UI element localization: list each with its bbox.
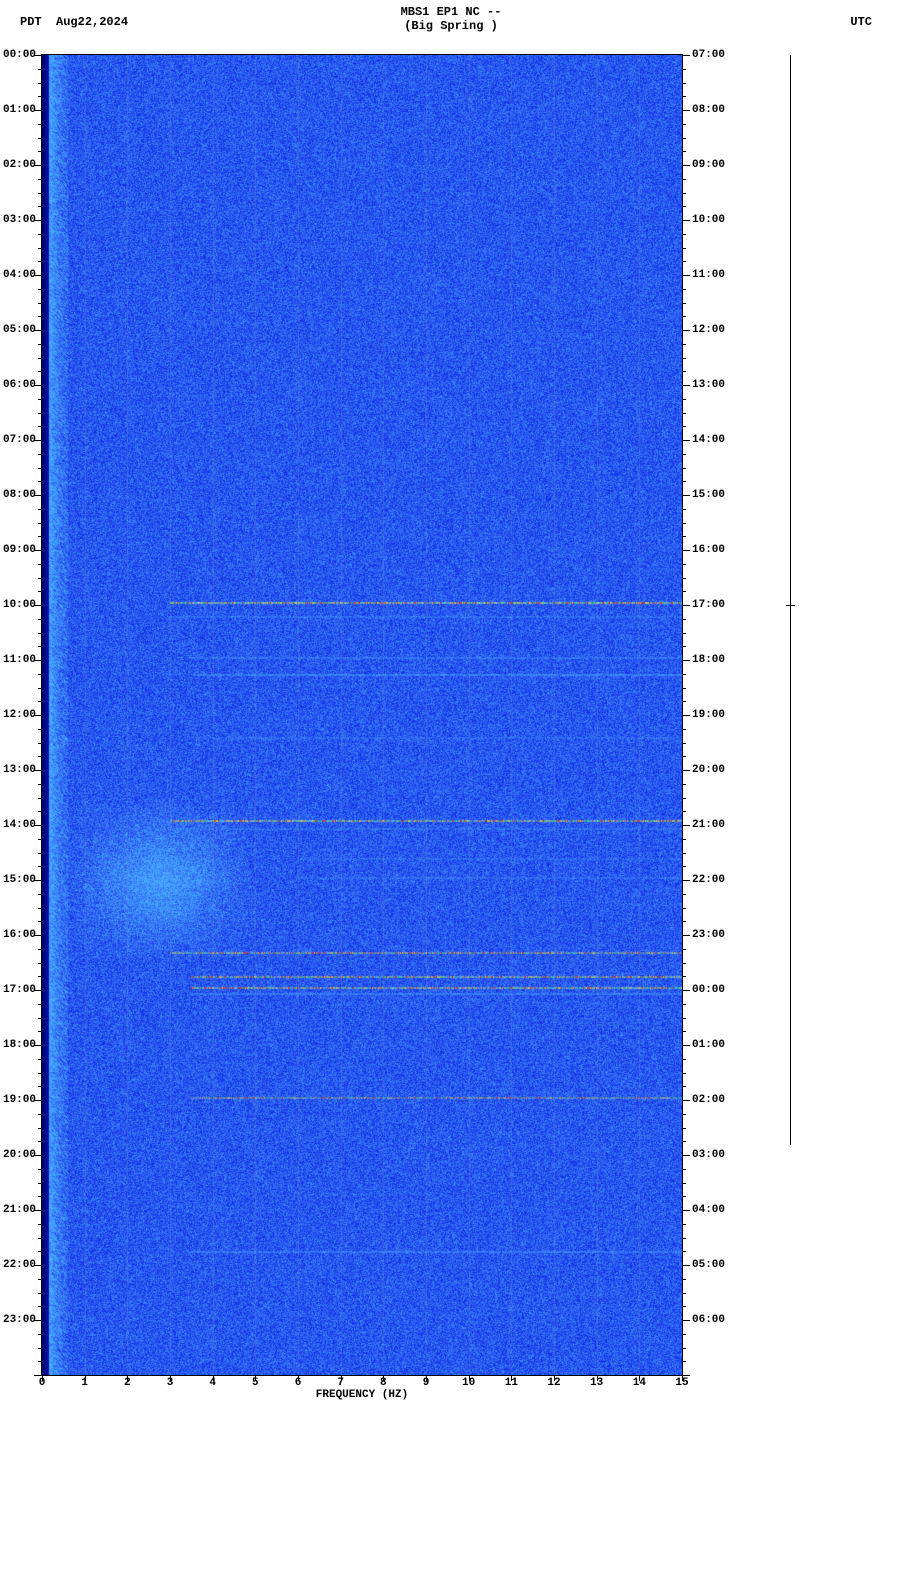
x-tick-label: 11 (505, 1377, 518, 1389)
y-tick (34, 1375, 42, 1376)
y-left-tick-label: 15:00 (3, 874, 36, 886)
y-right-tick-label: 20:00 (692, 764, 725, 776)
x-tick-label: 9 (423, 1377, 430, 1389)
y-left-tick-label: 16:00 (3, 929, 36, 941)
y-tick (682, 1375, 690, 1376)
y-left-tick-label: 21:00 (3, 1204, 36, 1216)
side-indicator-bar (790, 55, 791, 1145)
y-right-tick-label: 16:00 (692, 544, 725, 556)
y-left-tick-label: 08:00 (3, 489, 36, 501)
x-axis-title: FREQUENCY (HZ) (42, 1389, 682, 1401)
y-left-tick-label: 23:00 (3, 1314, 36, 1326)
y-right-tick-label: 00:00 (692, 984, 725, 996)
y-left-tick-label: 03:00 (3, 214, 36, 226)
x-tick-label: 8 (380, 1377, 387, 1389)
y-right-tick-label: 07:00 (692, 49, 725, 61)
y-left-tick-label: 07:00 (3, 434, 36, 446)
x-tick-label: 2 (124, 1377, 131, 1389)
y-axis-right: 07:0008:0009:0010:0011:0012:0013:0014:00… (682, 55, 742, 1375)
y-right-tick-label: 10:00 (692, 214, 725, 226)
y-right-tick-label: 13:00 (692, 379, 725, 391)
y-right-tick-label: 22:00 (692, 874, 725, 886)
y-left-tick-label: 02:00 (3, 159, 36, 171)
x-axis: FREQUENCY (HZ) 0123456789101112131415 (42, 1375, 682, 1405)
y-right-tick-label: 09:00 (692, 159, 725, 171)
y-left-tick-label: 11:00 (3, 654, 36, 666)
y-right-tick-label: 18:00 (692, 654, 725, 666)
y-left-tick-label: 20:00 (3, 1149, 36, 1161)
y-left-tick-label: 04:00 (3, 269, 36, 281)
y-left-tick-label: 17:00 (3, 984, 36, 996)
x-tick-label: 12 (547, 1377, 560, 1389)
x-tick-label: 4 (209, 1377, 216, 1389)
header-right: UTC (850, 15, 872, 29)
y-right-tick-label: 05:00 (692, 1259, 725, 1271)
x-tick-label: 15 (675, 1377, 688, 1389)
header: PDT Aug22,2024 MBS1 EP1 NC -- (Big Sprin… (0, 5, 902, 35)
y-right-tick-label: 01:00 (692, 1039, 725, 1051)
y-left-tick-label: 09:00 (3, 544, 36, 556)
y-right-tick-label: 04:00 (692, 1204, 725, 1216)
x-tick-label: 7 (337, 1377, 344, 1389)
x-tick-label: 13 (590, 1377, 603, 1389)
y-axis-left: 00:0001:0002:0003:0004:0005:0006:0007:00… (0, 55, 42, 1375)
y-left-tick-label: 18:00 (3, 1039, 36, 1051)
x-tick-label: 1 (81, 1377, 88, 1389)
x-tick-label: 10 (462, 1377, 475, 1389)
spectrogram-canvas (42, 55, 682, 1375)
tz-right-label: UTC (850, 15, 872, 29)
y-right-tick-label: 17:00 (692, 599, 725, 611)
y-right-tick-label: 12:00 (692, 324, 725, 336)
y-left-tick-label: 00:00 (3, 49, 36, 61)
header-center: MBS1 EP1 NC -- (Big Spring ) (0, 5, 902, 33)
y-left-tick-label: 19:00 (3, 1094, 36, 1106)
title-line1: MBS1 EP1 NC -- (0, 5, 902, 19)
y-right-tick-label: 03:00 (692, 1149, 725, 1161)
y-left-tick-label: 10:00 (3, 599, 36, 611)
y-right-tick-label: 06:00 (692, 1314, 725, 1326)
y-left-tick-label: 13:00 (3, 764, 36, 776)
spectrogram-plot (42, 55, 682, 1375)
x-tick-label: 3 (167, 1377, 174, 1389)
y-left-tick-label: 06:00 (3, 379, 36, 391)
x-tick-label: 5 (252, 1377, 259, 1389)
y-right-tick-label: 14:00 (692, 434, 725, 446)
y-left-tick-label: 12:00 (3, 709, 36, 721)
x-tick-label: 14 (633, 1377, 646, 1389)
y-left-tick-label: 14:00 (3, 819, 36, 831)
x-tick-label: 0 (39, 1377, 46, 1389)
x-tick-label: 6 (295, 1377, 302, 1389)
y-right-tick-label: 08:00 (692, 104, 725, 116)
y-left-tick-label: 05:00 (3, 324, 36, 336)
y-right-tick-label: 19:00 (692, 709, 725, 721)
y-right-tick-label: 02:00 (692, 1094, 725, 1106)
side-indicator-tick (786, 605, 795, 606)
y-right-tick-label: 23:00 (692, 929, 725, 941)
y-right-tick-label: 11:00 (692, 269, 725, 281)
y-right-tick-label: 15:00 (692, 489, 725, 501)
y-left-tick-label: 22:00 (3, 1259, 36, 1271)
title-line2: (Big Spring ) (0, 19, 902, 33)
y-right-tick-label: 21:00 (692, 819, 725, 831)
y-left-tick-label: 01:00 (3, 104, 36, 116)
